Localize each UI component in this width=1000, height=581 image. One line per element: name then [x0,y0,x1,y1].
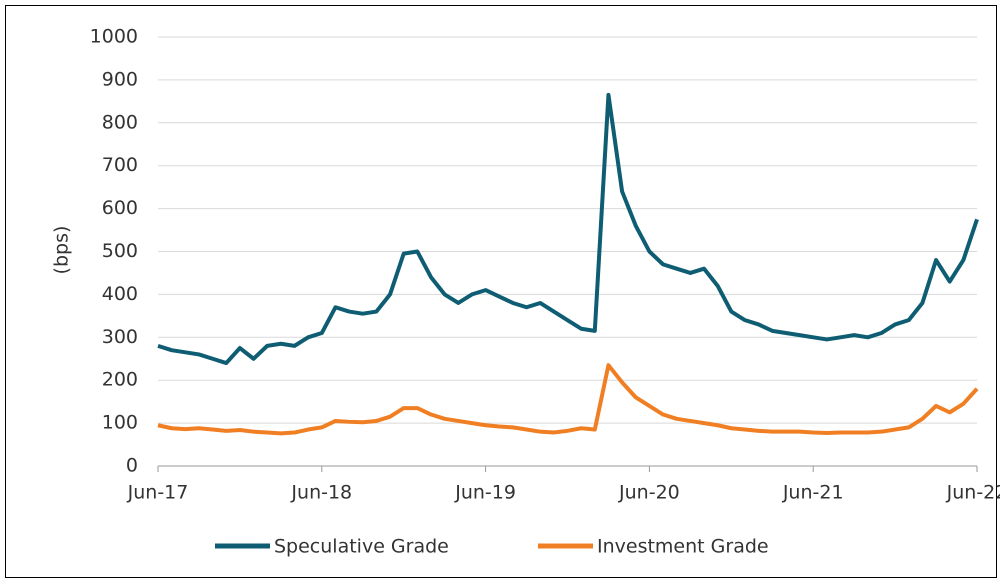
series-line [157,92,979,366]
frame [5,5,997,578]
legend-label: Speculative Grade [274,536,449,558]
y-tick-label: 1000 [90,26,138,48]
y-tick-label: 600 [102,197,138,219]
y-tick-label: 400 [102,283,138,305]
y-tick-label: 700 [102,154,138,176]
x-tick-label: Jun-21 [782,482,844,504]
y-tick-label: 300 [102,326,138,348]
series-line [157,363,979,436]
x-tick-label: Jun-17 [127,482,189,504]
y-tick-label: 900 [102,68,138,90]
x-tick-label: Jun-20 [618,482,680,504]
x-tick-label: Jun-19 [454,482,516,504]
y-tick-label: 200 [102,369,138,391]
x-tick-label: Jun-18 [290,482,352,504]
y-axis-label: (bps) [51,226,73,275]
y-tick-label: 800 [102,111,138,133]
y-tick-label: 0 [126,455,138,477]
y-tick-label: 500 [102,240,138,262]
legend-label: Investment Grade [597,536,769,558]
x-tick-label: Jun-22 [946,482,1000,504]
y-tick-label: 100 [102,412,138,434]
